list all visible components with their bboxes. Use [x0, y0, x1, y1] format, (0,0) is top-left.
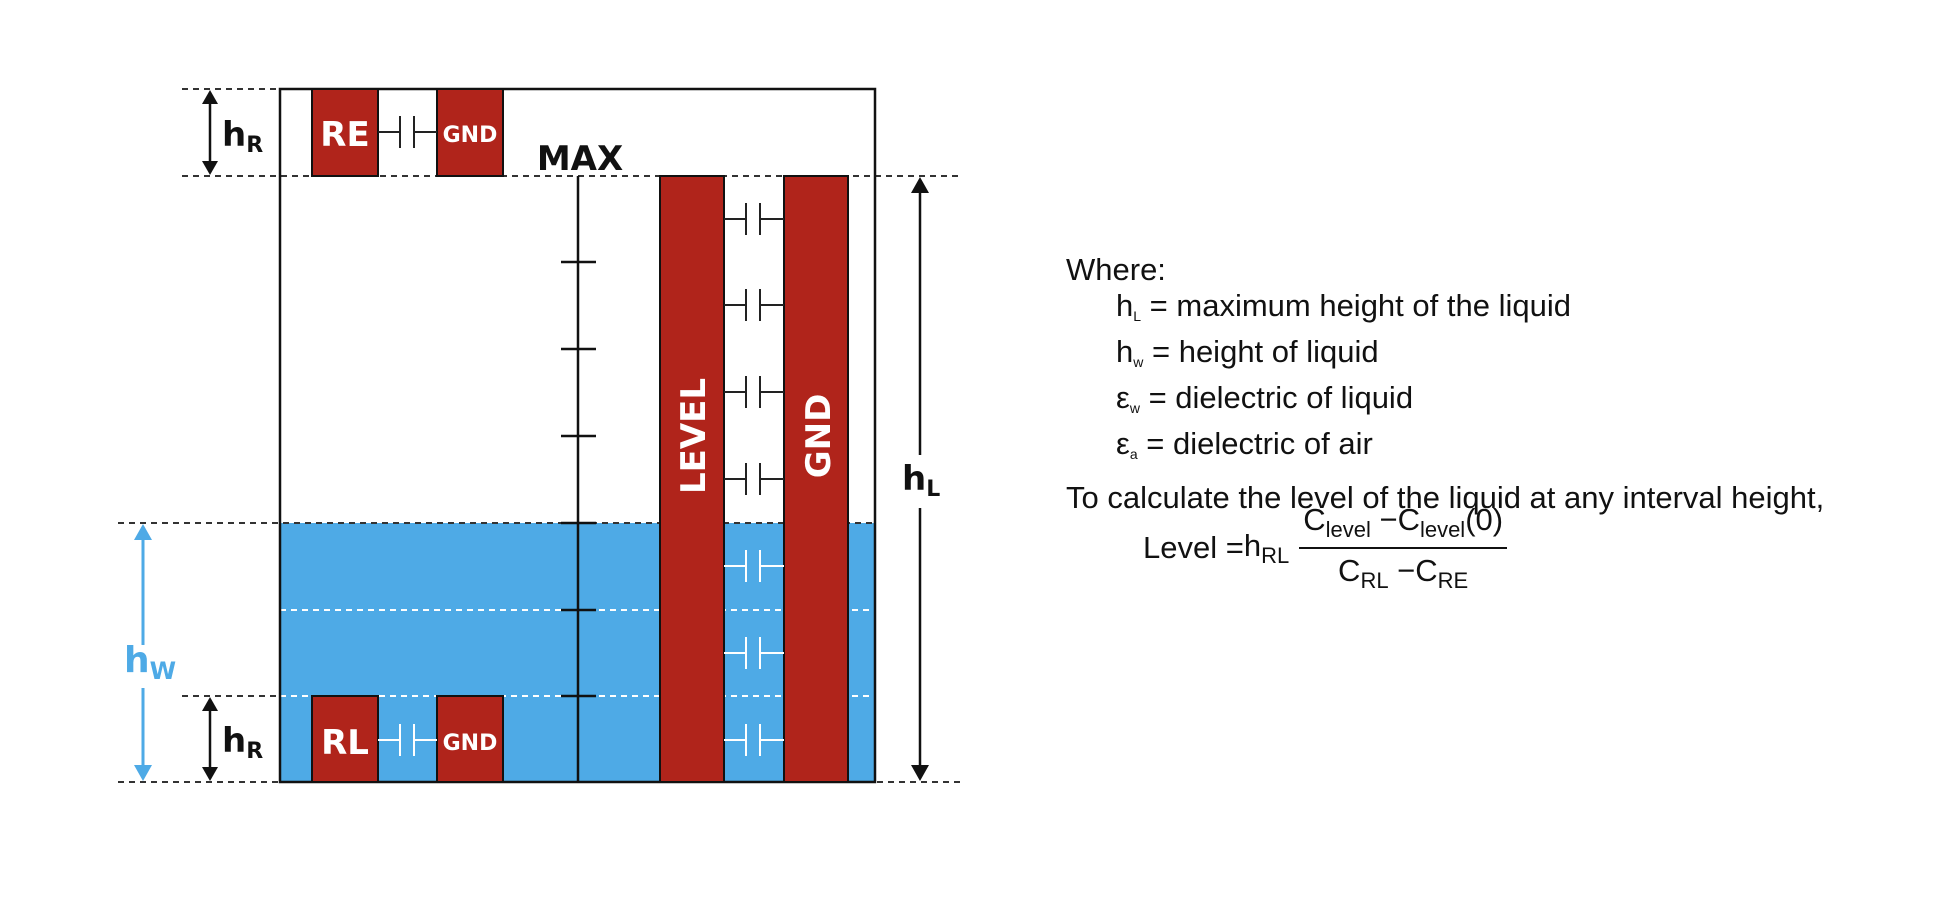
legend-item-hl: hL = maximum height of the liquid — [1116, 288, 1571, 324]
capacitor-icon — [724, 637, 784, 669]
formula-h: hRL — [1243, 527, 1290, 568]
hr-bottom-arrow — [202, 697, 218, 781]
formula-lhs: Level = — [1143, 530, 1244, 565]
hr-bottom-label: hR — [222, 721, 263, 764]
level-sensor-diagram: RE GND RL GND MAX LEVEL GND — [118, 87, 960, 784]
re-gnd-label: GND — [443, 123, 498, 148]
level-label: LEVEL — [674, 378, 714, 494]
legend: Where: hL = maximum height of the liquid… — [1066, 252, 1824, 516]
capacitor-icon — [378, 724, 437, 756]
formula-fraction: Clevel −Clevel(0) CRL −CRE — [1299, 502, 1508, 594]
legend-where: Where: — [1066, 252, 1166, 287]
legend-item-ea: εa = dielectric of air — [1116, 426, 1373, 462]
capacitor-icon — [378, 116, 437, 148]
capacitor-icon — [724, 376, 784, 408]
hw-arrow — [134, 524, 152, 781]
hl-arrow — [911, 177, 929, 781]
capacitor-icon — [724, 724, 784, 756]
max-label: MAX — [537, 139, 623, 179]
level-scale — [561, 176, 596, 782]
re-label: RE — [320, 115, 369, 155]
capacitor-icon — [724, 550, 784, 582]
rl-gnd-label: GND — [443, 731, 498, 756]
rl-label: RL — [321, 723, 369, 763]
formula-denominator: CRL −CRE — [1338, 553, 1469, 593]
hr-top-arrow — [202, 90, 218, 175]
hl-label: hL — [902, 459, 940, 502]
legend-calc-text: To calculate the level of the liquid at … — [1066, 480, 1825, 515]
legend-item-hw: hw = height of liquid — [1116, 334, 1379, 370]
capacitor-icon — [724, 203, 784, 235]
level-gnd-electrode — [783, 175, 849, 783]
capacitor-icon — [724, 463, 784, 495]
hw-label: hW — [124, 640, 176, 685]
legend-item-ew: εw = dielectric of liquid — [1116, 380, 1414, 416]
capacitor-icon — [724, 289, 784, 321]
level-formula: Level = hRL Clevel −Clevel(0) CRL −CRE — [1143, 502, 1508, 594]
hr-top-label: hR — [222, 115, 263, 158]
formula-numerator: Clevel −Clevel(0) — [1299, 502, 1508, 549]
level-gnd-label: GND — [799, 394, 839, 479]
